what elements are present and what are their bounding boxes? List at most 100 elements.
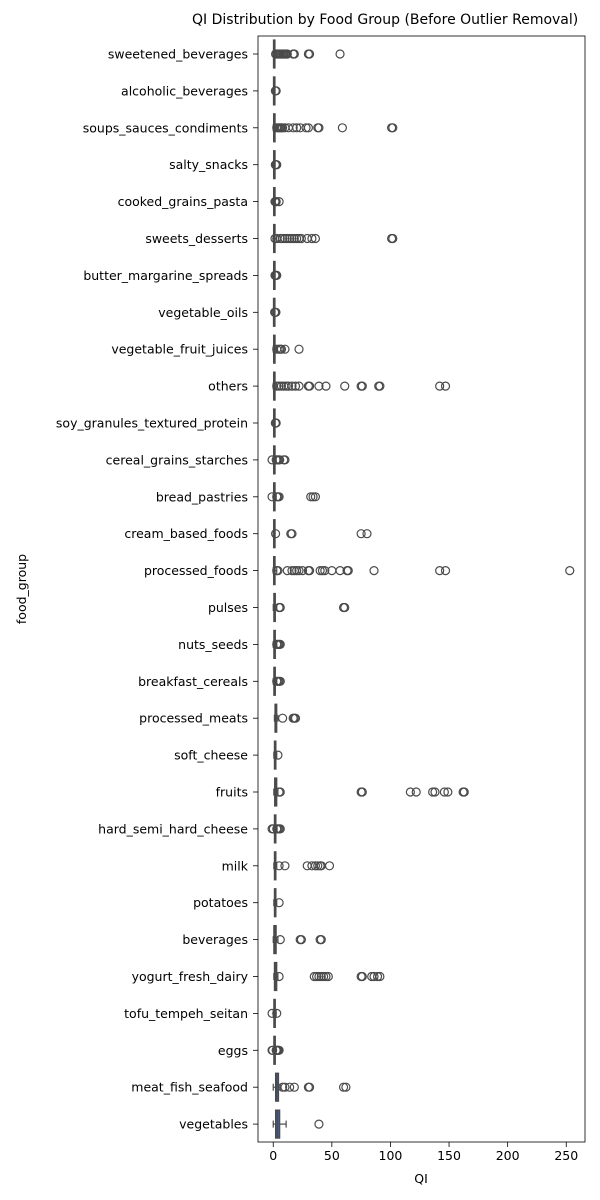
- outlier-point: [324, 861, 335, 871]
- outlier-point: [287, 233, 297, 244]
- outlier-point: [285, 1082, 295, 1092]
- outlier-point: [289, 1082, 299, 1092]
- outlier-point: [316, 934, 326, 945]
- outlier-point: [287, 381, 297, 391]
- outlier-point: [274, 492, 284, 502]
- outlier-point: [459, 787, 469, 797]
- box-sweets-desserts: [270, 223, 398, 254]
- outlier-point: [294, 381, 304, 391]
- outlier-point: [323, 971, 333, 982]
- outlier-point: [302, 861, 312, 871]
- outlier-point: [312, 971, 322, 982]
- y-tick-label: breakfast_cereals: [138, 674, 248, 689]
- box-beverages: [272, 924, 326, 955]
- outlier-point: [274, 197, 284, 207]
- outlier-point: [304, 565, 315, 576]
- box-sweetened-beverages: [270, 39, 345, 69]
- x-tick-label: 50: [324, 1148, 340, 1163]
- y-tick-label: beverages: [182, 932, 248, 947]
- outlier-point: [268, 1045, 278, 1055]
- x-axis: 0 50 100 150 200 250: [269, 1142, 578, 1163]
- plot-area: [257, 35, 586, 1143]
- outlier-point: [270, 529, 281, 539]
- box-cereal-grains-starches: [267, 445, 290, 475]
- outlier-point: [271, 86, 281, 96]
- outlier-point: [337, 123, 347, 133]
- box-butter-margarine-spreads: [270, 260, 282, 290]
- outlier-point: [430, 787, 440, 797]
- outlier-point: [440, 381, 451, 391]
- outlier-point: [274, 861, 284, 871]
- y-tick-label: vegetables: [179, 1117, 248, 1132]
- box-fruits: [273, 777, 469, 807]
- box-vegetable-fruit-juices: [272, 334, 304, 364]
- outlier-point: [321, 381, 331, 391]
- outlier-point: [274, 381, 284, 391]
- outlier-point: [272, 1008, 282, 1019]
- outlier-point: [304, 381, 315, 391]
- outlier-point: [296, 233, 306, 244]
- outlier-point: [280, 344, 290, 354]
- box-bread-pastries: [267, 482, 321, 512]
- x-tick-label: 150: [437, 1148, 461, 1163]
- y-tick-label: vegetable_fruit_juices: [111, 342, 248, 357]
- outlier-point: [306, 492, 316, 502]
- outlier-point: [315, 565, 325, 576]
- box-yogurt-fresh-dairy: [273, 961, 385, 992]
- outlier-point: [289, 49, 299, 59]
- outlier-point: [290, 713, 301, 723]
- outlier-point: [443, 787, 453, 797]
- y-tick-label: soy_granules_textured_protein: [56, 416, 248, 431]
- outlier-point: [280, 455, 290, 465]
- outlier-point: [309, 971, 319, 982]
- outlier-point: [275, 934, 285, 945]
- box-soy-granules-textured-protein: [270, 408, 281, 438]
- box-potatoes: [273, 888, 284, 918]
- box-alcoholic-beverages: [270, 76, 281, 106]
- outlier-point: [292, 233, 302, 244]
- outlier-point: [439, 787, 449, 797]
- box-nuts-seeds: [272, 629, 285, 660]
- outlier-point: [267, 1008, 277, 1019]
- outlier-point: [296, 934, 306, 945]
- outlier-point: [271, 197, 281, 207]
- outlier-point: [314, 381, 324, 391]
- outlier-point: [274, 971, 284, 982]
- outlier-point: [307, 233, 317, 244]
- outlier-point: [319, 971, 329, 982]
- y-tick-label: cream_based_foods: [124, 526, 248, 541]
- y-tick-label: potatoes: [193, 895, 248, 910]
- box-vegetables: [272, 1109, 324, 1139]
- outlier-point: [411, 787, 421, 797]
- y-tick-label: pulses: [208, 600, 248, 615]
- outlier-point: [388, 123, 398, 133]
- outlier-point: [565, 565, 575, 576]
- outlier-point: [289, 233, 299, 244]
- y-tick-label: cooked_grains_pasta: [118, 194, 248, 209]
- outlier-point: [435, 381, 445, 391]
- outlier-point: [314, 971, 324, 982]
- outlier-point: [372, 971, 383, 982]
- box-series: [267, 39, 575, 1139]
- y-tick-label: nuts_seeds: [178, 637, 248, 652]
- box-meat-fish-seafood: [272, 1072, 351, 1102]
- x-tick-label: 200: [496, 1148, 520, 1163]
- y-tick-label: sweets_desserts: [145, 231, 248, 246]
- outlier-point: [338, 1082, 349, 1092]
- outlier-point: [303, 123, 313, 133]
- y-tick-label: hard_semi_hard_cheese: [98, 821, 248, 836]
- outlier-point: [274, 1045, 284, 1055]
- outlier-point: [302, 233, 312, 244]
- box-eggs: [267, 1035, 284, 1065]
- outlier-point: [272, 270, 282, 280]
- outlier-point: [278, 713, 288, 723]
- outlier-point: [297, 565, 308, 576]
- outlier-point: [285, 233, 295, 244]
- y-tick-label: sweetened_beverages: [108, 47, 248, 62]
- y-tick-label: others: [208, 379, 248, 394]
- box-cream-based-foods: [270, 519, 372, 549]
- y-tick-label: soft_cheese: [174, 748, 248, 763]
- outlier-point: [276, 344, 287, 354]
- outlier-point: [369, 971, 379, 982]
- box-pulses: [272, 592, 350, 623]
